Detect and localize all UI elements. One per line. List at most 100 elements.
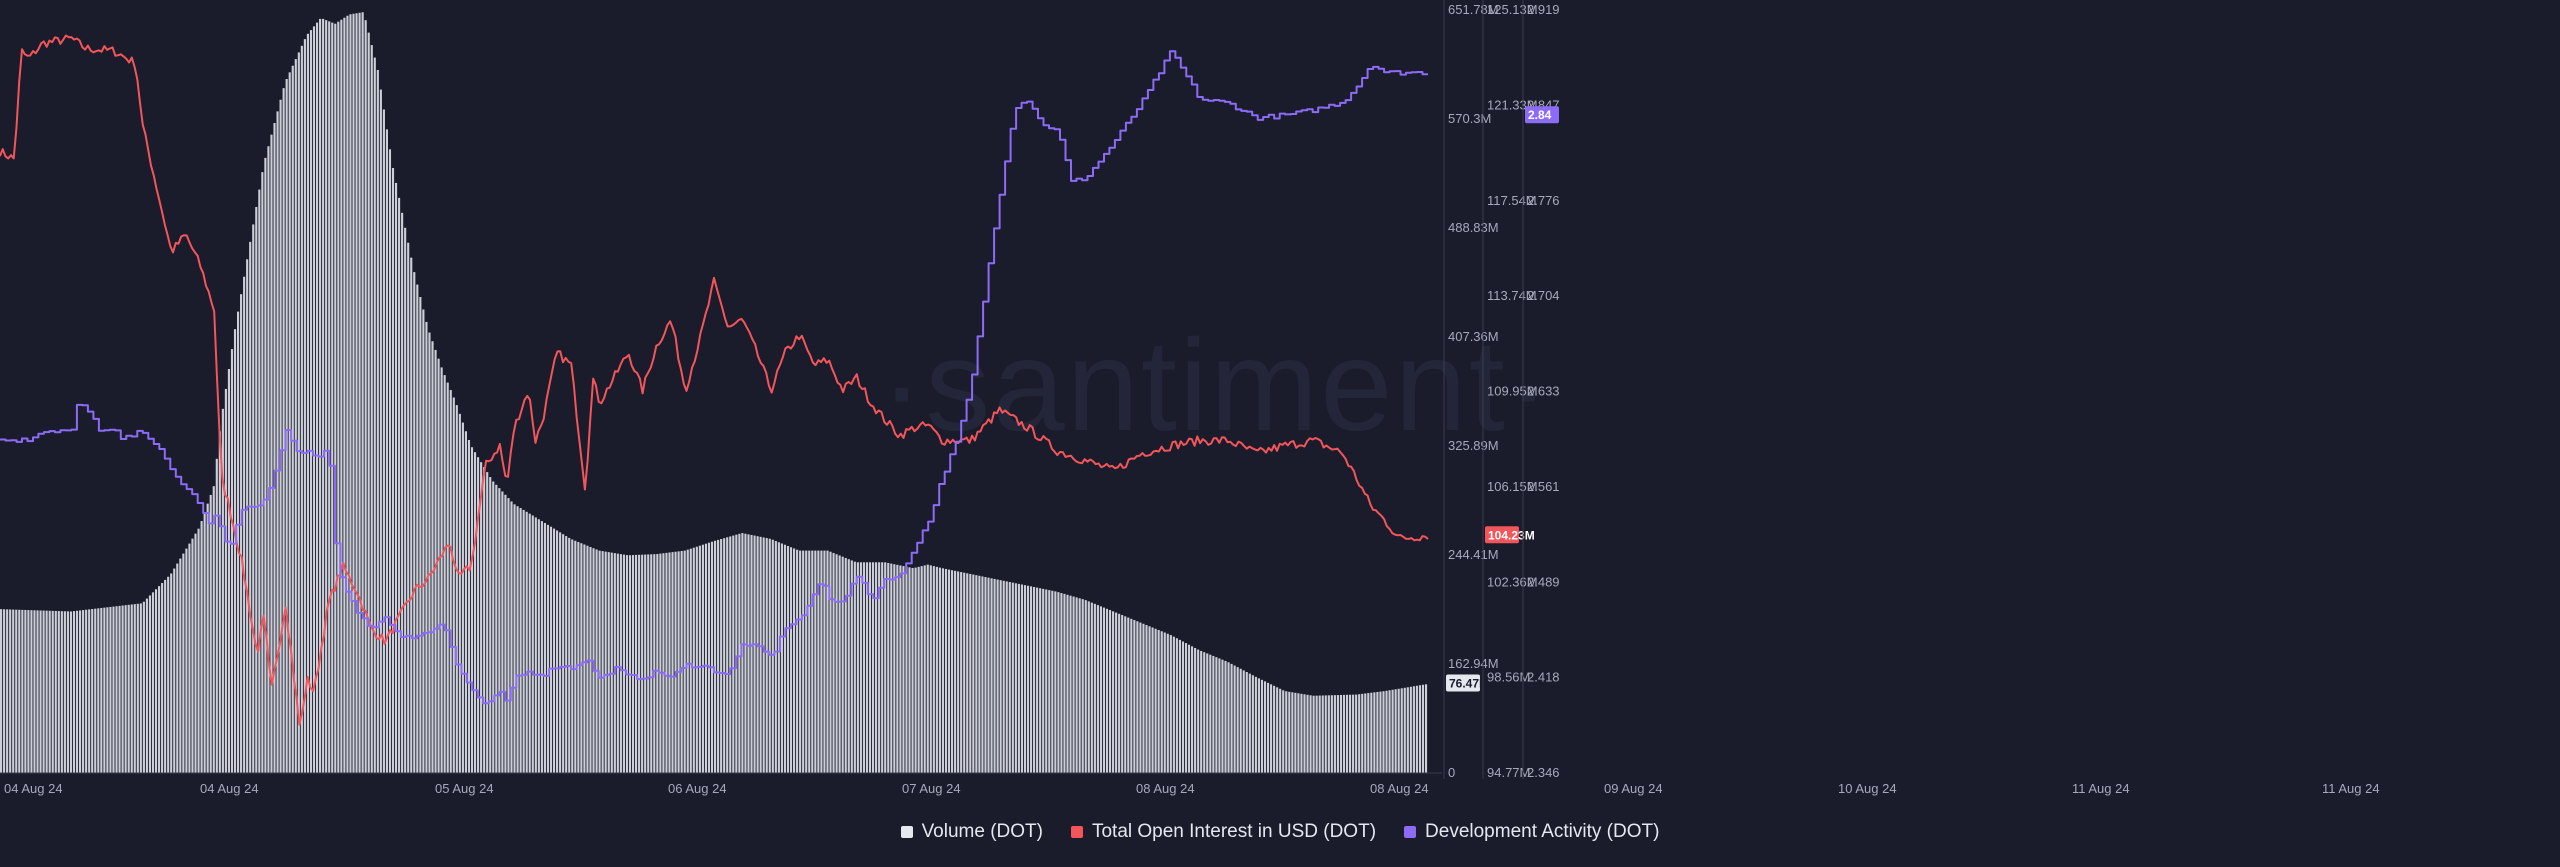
volume-bar (613, 553, 616, 773)
volume-bar (960, 572, 963, 773)
volume-bar (97, 608, 100, 773)
volume-bar (920, 566, 923, 773)
volume-bar (1078, 598, 1081, 773)
volume-bar (1011, 582, 1014, 773)
volume-bar (759, 536, 762, 773)
volume-bar (179, 558, 182, 773)
volume-bar (525, 511, 528, 773)
volume-bar (221, 408, 224, 773)
volume-bar (373, 57, 376, 774)
volume-bar (85, 609, 88, 773)
volume-bar (209, 494, 212, 773)
volume-bar (981, 576, 984, 773)
volume-bar (79, 610, 82, 773)
legend-label-dev-activity: Development Activity (DOT) (1425, 821, 1660, 842)
volume-bar (455, 405, 458, 773)
volume-bar (619, 554, 622, 773)
volume-bar (1279, 688, 1282, 773)
volume-bar (507, 498, 510, 773)
volume-bar (1127, 617, 1130, 773)
volume-bar (1306, 694, 1309, 773)
volume-bar (1406, 687, 1409, 773)
volume-bar (1257, 678, 1260, 773)
volume-bar (735, 534, 738, 773)
volume-bar (1172, 636, 1175, 773)
volume-bar (322, 18, 325, 774)
volume-bar (1397, 688, 1400, 773)
volume-bar (704, 543, 708, 773)
legend-item-volume[interactable]: Volume (DOT) (900, 821, 1043, 843)
volume-bar (230, 349, 234, 773)
volume-bar (607, 552, 610, 773)
volume-bar (780, 543, 783, 773)
volume-bar (398, 197, 401, 773)
volume-bar (1297, 693, 1300, 773)
volume-bar (394, 182, 398, 773)
oi-line (0, 34, 1429, 726)
volume-bar (413, 272, 416, 773)
volume-bar (206, 503, 209, 773)
volume-bar (115, 606, 118, 773)
volume-bar (1412, 686, 1415, 773)
volume-bar (820, 550, 823, 773)
volume-bar (720, 539, 723, 773)
volume-bar (1263, 681, 1267, 773)
volume-bar (1099, 606, 1102, 773)
volume-bar (887, 562, 890, 773)
volume-bar (1242, 670, 1245, 773)
volume-bar (674, 551, 677, 773)
volume-bar (63, 611, 66, 773)
volume-bar (1245, 671, 1248, 773)
volume-bar (12, 609, 15, 773)
volume-bar (707, 542, 711, 773)
volume-bar (871, 562, 875, 773)
volume-bar (1270, 684, 1273, 773)
volume-bar (1330, 695, 1333, 773)
legend-item-open-interest[interactable]: Total Open Interest in USD (DOT) (1070, 821, 1376, 843)
volume-bar (1318, 695, 1321, 773)
volume-bar (793, 548, 796, 773)
volume-bar (36, 610, 39, 773)
volume-bar (358, 12, 361, 773)
volume-bar (197, 528, 200, 773)
volume-bar (48, 610, 51, 773)
volume-bar (571, 539, 574, 773)
volume-bar (1333, 695, 1336, 773)
volume-bar (631, 555, 635, 773)
volume-bar (628, 555, 632, 773)
axis-tick-dev_activity: 2.776 (1527, 193, 1560, 208)
volume-bar (1112, 611, 1115, 773)
volume-bar (671, 552, 674, 773)
axis-tick-open_interest: 98.56M (1487, 670, 1530, 685)
volume-bar (218, 431, 221, 773)
volume-bar (510, 501, 513, 773)
volume-bar (1367, 693, 1370, 773)
volume-bar (635, 554, 638, 773)
volume-bar (644, 554, 647, 773)
volume-bar (182, 553, 185, 773)
x-axis-tick: 08 Aug 24 (1136, 781, 1195, 796)
volume-bar (1108, 610, 1112, 773)
axis-tick-dev_activity: 2.561 (1527, 479, 1560, 494)
volume-bar (18, 609, 21, 773)
volume-bar (1215, 657, 1218, 773)
volume-bar (777, 542, 780, 773)
volume-bar (753, 535, 756, 773)
volume-bar (847, 559, 850, 773)
axis-tick-volume: 162.94M (1448, 656, 1499, 671)
volume-bar (252, 224, 255, 774)
volume-bar (659, 553, 662, 773)
volume-bar (212, 486, 215, 773)
volume-bar (1194, 647, 1197, 773)
legend-item-dev-activity[interactable]: Development Activity (DOT) (1404, 821, 1659, 843)
volume-bar (27, 610, 30, 773)
volume-bar (100, 607, 103, 773)
volume-bar (1385, 690, 1388, 773)
volume-bar (1324, 695, 1327, 773)
volume-bar (331, 22, 334, 774)
volume-bar (1358, 694, 1361, 773)
volume-bar (419, 297, 422, 773)
volume-bar (477, 457, 480, 773)
volume-bar (1206, 653, 1209, 773)
volume-bar (285, 79, 288, 773)
